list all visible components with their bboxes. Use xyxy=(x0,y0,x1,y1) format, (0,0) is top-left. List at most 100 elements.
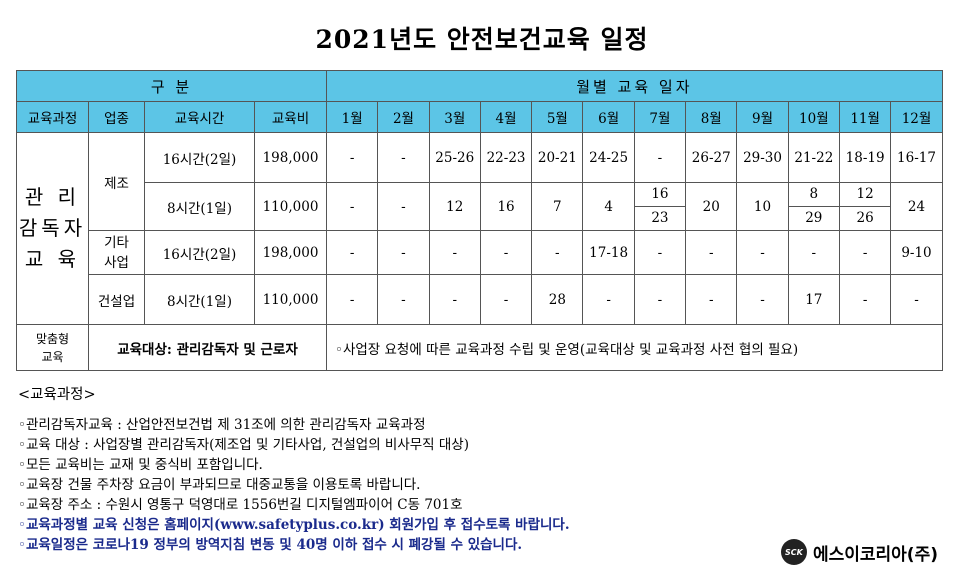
date-cell-split: 12 26 xyxy=(838,182,892,231)
date-cell: - xyxy=(633,274,687,325)
date-cell: - xyxy=(685,230,738,275)
company-logo: SCK xyxy=(780,539,807,565)
col-hours: 교육시간 xyxy=(144,101,255,133)
company-name: 에스이코리아(주) xyxy=(812,544,938,565)
date-cell: - xyxy=(633,230,687,275)
col-month: 8월 xyxy=(685,101,738,133)
date-cell: - xyxy=(838,274,892,325)
date-cell: - xyxy=(633,132,687,183)
fee-cell: 198,000 xyxy=(254,230,327,275)
date-cell-split: 16 23 xyxy=(633,182,687,231)
custom-label-line: 맞춤형 xyxy=(35,331,70,346)
col-fee: 교육비 xyxy=(254,101,327,133)
custom-row: 맞춤형 교육 교육대상: 관리감독자 및 근로자 ◦사업장 요청에 따른 교육과… xyxy=(16,324,943,371)
col-month: 10월 xyxy=(787,101,840,133)
col-month: 1월 xyxy=(325,101,379,133)
custom-desc-cell: ◦사업장 요청에 따른 교육과정 수립 및 운영(교육대상 및 교육과정 사전 … xyxy=(326,324,943,371)
date-cell: - xyxy=(428,230,481,275)
notes-header: <교육과정> xyxy=(18,387,96,403)
hours-cell: 8시간(1일) xyxy=(144,274,255,325)
course-name-line: 관 리 xyxy=(24,185,81,209)
page-title: 2021년도 안전보건교육 일정 xyxy=(315,25,649,54)
date-cell: - xyxy=(325,230,379,275)
date-cell: 4 xyxy=(582,182,635,231)
date-cell: - xyxy=(685,274,738,325)
date-cell: 12 xyxy=(428,182,481,231)
date-cell: - xyxy=(377,230,430,275)
col-month: 11월 xyxy=(838,101,892,133)
date-cell: 22-23 xyxy=(479,132,533,183)
date-cell: - xyxy=(736,274,789,325)
date-cell-split: 8 29 xyxy=(787,182,840,231)
custom-target-cell: 교육대상: 관리감독자 및 근로자 xyxy=(88,324,327,371)
custom-label-line: 교육 xyxy=(41,349,64,364)
date-cell: - xyxy=(736,230,789,275)
date-cell: - xyxy=(582,274,635,325)
date-cell: 17-18 xyxy=(582,230,635,275)
note-item-highlight: ◦교육일정은 코로나19 정부의 방역지침 변동 및 40명 이하 접수 시 폐… xyxy=(18,537,523,553)
date-cell: - xyxy=(325,132,379,183)
note-item: ◦모든 교육비는 교재 및 중식비 포함입니다. xyxy=(18,457,263,473)
note-item: ◦교육 대상 : 사업장별 관리감독자(제조업 및 기타사업, 건설업의 비사무… xyxy=(18,437,469,453)
date-second: 26 xyxy=(856,210,874,226)
course-name-cell: 관 리 감독자 교 육 xyxy=(16,132,89,325)
date-cell: - xyxy=(890,274,943,325)
column-header-row: 교육과정 업종 교육시간 교육비 1월 2월 3월 4월 5월 6월 7월 8월… xyxy=(16,101,943,133)
schedule-table: 구 분 월별 교육 일자 교육과정 업종 교육시간 교육비 1월 2월 3월 4… xyxy=(16,70,943,371)
industry-cell: 건설업 xyxy=(88,274,145,325)
col-month: 5월 xyxy=(531,101,584,133)
course-name-line: 감독자 xyxy=(18,216,87,240)
table-row: 기타 사업 16시간(2일) 198,000 - - - - - 17-18 -… xyxy=(17,230,943,275)
note-item: ◦관리감독자교육 : 산업안전보건법 제 31조에 의한 관리감독자 교육과정 xyxy=(18,417,426,433)
date-cell: 10 xyxy=(736,182,789,231)
date-cell: 24 xyxy=(890,182,943,231)
custom-label-cell: 맞춤형 교육 xyxy=(16,324,89,371)
hours-cell: 8시간(1일) xyxy=(144,182,255,231)
date-cell: - xyxy=(479,230,533,275)
date-cell: - xyxy=(838,230,892,275)
fee-cell: 198,000 xyxy=(254,132,327,183)
company-signature: SCK 에스이코리아(주) xyxy=(780,539,938,565)
table-row: 건설업 8시간(1일) 110,000 - - - - 28 - - - - 1… xyxy=(17,274,943,325)
date-cell: 16-17 xyxy=(890,132,943,183)
note-item: ◦교육장 주소 : 수원시 영통구 덕영대로 1556번길 디지털엠파이어 C동… xyxy=(18,497,463,513)
date-cell: - xyxy=(325,182,379,231)
course-name-line: 교 육 xyxy=(24,247,81,271)
date-second: 23 xyxy=(651,210,669,226)
date-cell: 7 xyxy=(531,182,584,231)
col-month: 3월 xyxy=(428,101,481,133)
date-cell: 29-30 xyxy=(736,132,789,183)
col-course: 교육과정 xyxy=(16,101,89,133)
col-month: 9월 xyxy=(736,101,789,133)
date-cell: 25-26 xyxy=(428,132,481,183)
table-row: 관 리 감독자 교 육 제조 16시간(2일) 198,000 - - 25-2… xyxy=(16,132,943,325)
col-industry: 업종 xyxy=(88,101,145,133)
fee-cell: 110,000 xyxy=(254,274,327,325)
date-cell: - xyxy=(377,182,430,231)
group-header: 구 분 xyxy=(16,70,327,102)
date-cell: - xyxy=(428,274,481,325)
notes-section: <교육과정> ◦관리감독자교육 : 산업안전보건법 제 31조에 의한 관리감독… xyxy=(18,385,570,555)
date-cell: 24-25 xyxy=(582,132,635,183)
note-item: ◦교육장 건물 주차장 요금이 부과되므로 대중교통을 이용토록 바랍니다. xyxy=(18,477,421,493)
col-month: 7월 xyxy=(633,101,687,133)
date-cell: 16 xyxy=(479,182,533,231)
hours-cell: 16시간(2일) xyxy=(144,132,255,183)
date-cell: 9-10 xyxy=(890,230,943,275)
date-cell: - xyxy=(377,274,430,325)
industry-cell: 기타 사업 xyxy=(88,230,145,275)
date-cell: - xyxy=(787,230,840,275)
monthly-header: 월별 교육 일자 xyxy=(326,70,943,102)
date-cell: - xyxy=(479,274,533,325)
date-cell: 26-27 xyxy=(685,132,738,183)
col-month: 4월 xyxy=(479,101,533,133)
industry-cell: 제조 xyxy=(88,132,145,231)
date-first: 16 xyxy=(634,183,686,207)
date-cell: 18-19 xyxy=(838,132,892,183)
date-cell: 28 xyxy=(531,274,584,325)
date-first: 8 xyxy=(788,183,839,207)
date-cell: 20-21 xyxy=(531,132,584,183)
col-month: 2월 xyxy=(377,101,430,133)
table-row: 8시간(1일) 110,000 - - 12 16 7 4 16 23 20 1… xyxy=(17,182,943,231)
col-month: 12월 xyxy=(890,101,943,133)
